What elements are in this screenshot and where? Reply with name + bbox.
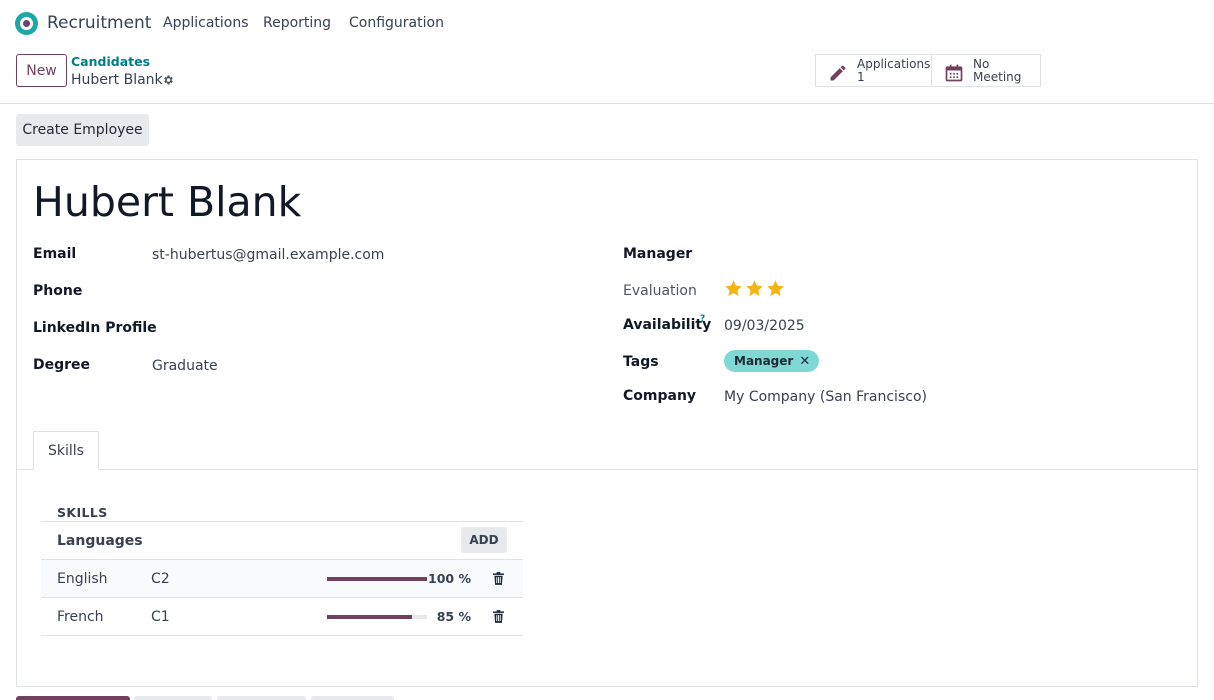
- add-skill-button[interactable]: ADD: [461, 527, 507, 553]
- star-icon[interactable]: [766, 279, 785, 298]
- top-navbar: Recruitment Applications Reporting Confi…: [0, 0, 1214, 46]
- skill-level: C1: [151, 609, 170, 625]
- skill-progress-percent: 100 %: [428, 571, 471, 586]
- skill-name: French: [57, 609, 104, 625]
- star-icon[interactable]: [724, 279, 743, 298]
- phone-label: Phone: [33, 283, 83, 299]
- star-icon[interactable]: [745, 279, 764, 298]
- form-sheet: Hubert Blank Email st-hubertus@gmail.exa…: [16, 159, 1198, 687]
- linkedin-label: LinkedIn Profile: [33, 320, 157, 336]
- candidate-name-field[interactable]: Hubert Blank: [33, 178, 302, 226]
- degree-field[interactable]: Graduate: [152, 358, 218, 374]
- skill-type-languages: Languages: [57, 533, 143, 549]
- create-employee-button[interactable]: Create Employee: [16, 114, 149, 146]
- meeting-stat-label: No Meeting: [973, 57, 1022, 84]
- recruitment-logo-icon[interactable]: [15, 12, 38, 35]
- whatsapp-button[interactable]: [217, 696, 306, 700]
- skill-progress-bar: [327, 615, 427, 619]
- linkedin-field[interactable]: [152, 320, 572, 340]
- company-field[interactable]: My Company (San Francisco): [724, 389, 927, 405]
- menu-reporting[interactable]: Reporting: [263, 15, 332, 31]
- tag-label: Manager: [734, 354, 794, 368]
- skill-progress-bar: [327, 577, 427, 581]
- email-label: Email: [33, 246, 77, 262]
- divider: [41, 635, 523, 636]
- pencil-icon: [830, 65, 846, 81]
- divider: [41, 559, 523, 560]
- breadcrumb-candidates[interactable]: Candidates: [71, 54, 151, 69]
- skill-row[interactable]: French C1 85 %: [41, 598, 523, 636]
- degree-label: Degree: [33, 357, 91, 373]
- control-panel: New Candidates Hubert Blank Applications…: [0, 46, 1214, 104]
- skill-row[interactable]: English C2 100 %: [41, 560, 523, 598]
- trash-icon[interactable]: [493, 610, 504, 623]
- menu-configuration[interactable]: Configuration: [349, 15, 444, 31]
- tab-skills[interactable]: Skills: [33, 431, 99, 470]
- evaluation-label: Evaluation: [623, 283, 697, 299]
- applications-stat-label: Applications: [857, 57, 931, 71]
- activities-button[interactable]: [311, 696, 394, 700]
- applications-stat-value: 1: [857, 70, 865, 84]
- skill-progress-fill: [327, 577, 427, 581]
- skill-progress-fill: [327, 615, 412, 619]
- phone-field[interactable]: [152, 283, 572, 303]
- meeting-stat-button[interactable]: No Meeting: [931, 54, 1041, 87]
- remove-tag-icon[interactable]: ✕: [799, 353, 811, 369]
- gear-icon[interactable]: [162, 74, 174, 86]
- log-note-button[interactable]: [134, 696, 212, 700]
- tag-manager: Manager ✕: [724, 350, 820, 372]
- manager-field[interactable]: [724, 246, 1164, 266]
- tabs-divider: [17, 469, 1197, 470]
- divider: [41, 597, 523, 598]
- breadcrumb-current: Hubert Blank: [71, 72, 163, 88]
- email-field[interactable]: st-hubertus@gmail.example.com: [152, 247, 385, 263]
- send-message-button[interactable]: [16, 696, 130, 700]
- new-button[interactable]: New: [16, 54, 67, 87]
- skill-level: C2: [151, 571, 170, 587]
- manager-label: Manager: [623, 246, 693, 262]
- skill-progress-percent: 85 %: [436, 609, 471, 624]
- skill-name: English: [57, 571, 108, 587]
- company-label: Company: [623, 388, 697, 404]
- skills-section-title: SKILLS: [57, 505, 108, 520]
- divider: [41, 521, 523, 522]
- applications-stat-button[interactable]: Applications 1: [815, 54, 932, 87]
- availability-label: Availability: [623, 317, 712, 333]
- menu-applications[interactable]: Applications: [163, 15, 249, 31]
- availability-field[interactable]: 09/03/2025: [724, 318, 805, 334]
- trash-icon[interactable]: [493, 572, 504, 585]
- availability-help-icon[interactable]: ?: [700, 314, 706, 324]
- calendar-icon: [945, 64, 963, 82]
- app-name[interactable]: Recruitment: [47, 13, 152, 33]
- tags-label: Tags: [623, 354, 659, 370]
